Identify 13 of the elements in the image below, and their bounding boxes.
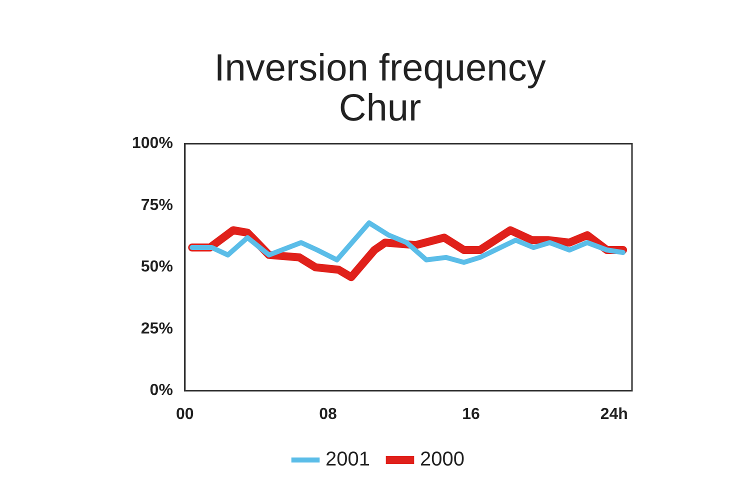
y-tick-label: 25% [140, 320, 173, 338]
legend-label: 2000 [420, 448, 464, 471]
x-tick-label: 00 [176, 406, 194, 423]
x-tick-label: 16 [462, 406, 480, 423]
y-tick-label: 100% [132, 135, 173, 152]
x-tick-label: 08 [319, 406, 337, 423]
text: Chur [338, 87, 422, 130]
legend-label: 2001 [326, 448, 370, 471]
y-tick-label: 50% [140, 258, 173, 276]
y-tick-label: 75% [140, 196, 173, 214]
text: Inversion frequency [214, 47, 546, 90]
y-tick-label: 0% [150, 382, 173, 400]
x-tick-label: 24h [600, 406, 628, 423]
